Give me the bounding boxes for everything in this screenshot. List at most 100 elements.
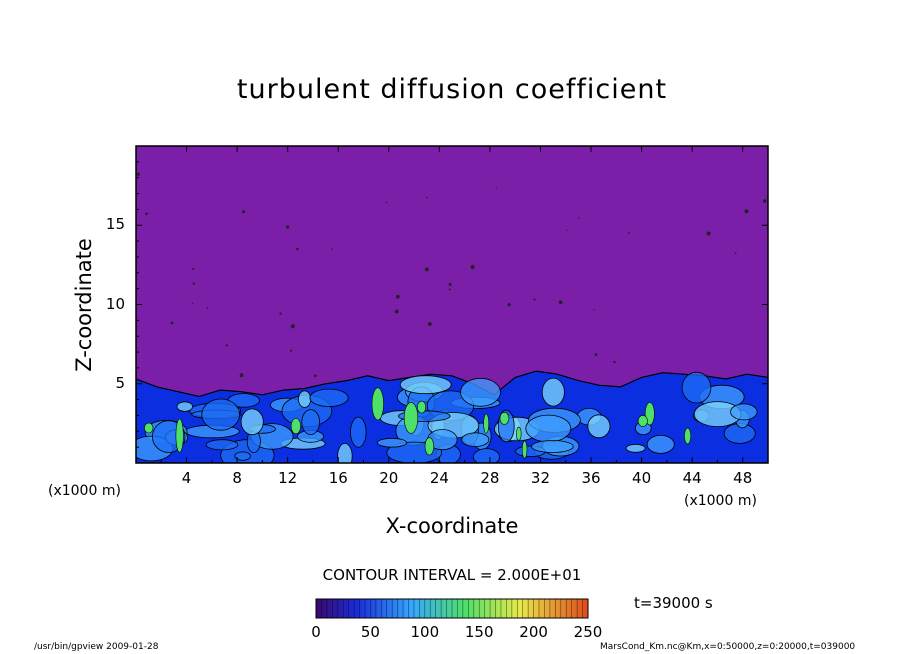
speckle bbox=[279, 312, 282, 315]
speckle bbox=[426, 196, 428, 199]
eddy-contour bbox=[681, 371, 712, 404]
eddy-contour bbox=[205, 439, 239, 451]
x-tick-label: 24 bbox=[429, 469, 449, 487]
high-value-contour bbox=[371, 387, 384, 421]
speckle bbox=[613, 360, 616, 364]
colorbar-tick-label: 0 bbox=[311, 623, 321, 641]
high-value-contour bbox=[521, 440, 528, 459]
x-tick-label: 36 bbox=[581, 469, 601, 487]
speckle bbox=[593, 309, 595, 311]
speckle bbox=[628, 232, 630, 234]
colorbar-tick-label: 200 bbox=[519, 623, 548, 641]
eddy-contour bbox=[525, 414, 572, 443]
speckle bbox=[296, 247, 299, 251]
eddy-contour bbox=[625, 443, 646, 453]
speckle bbox=[145, 212, 148, 216]
eddy-contour bbox=[309, 388, 349, 407]
x-tick-label: 4 bbox=[181, 469, 192, 487]
speckle bbox=[192, 267, 195, 270]
high-value-contour bbox=[403, 402, 419, 434]
eddy-contour bbox=[460, 377, 501, 407]
speckle bbox=[427, 322, 432, 326]
x-tick-marks bbox=[160, 146, 744, 463]
speckle bbox=[170, 321, 174, 325]
speckle bbox=[286, 225, 290, 229]
speckle bbox=[533, 298, 536, 301]
footer-data-source: MarsCond_Km.nc@Km,x=0:50000,z=0:20000,t=… bbox=[600, 642, 856, 652]
eddy-contour bbox=[531, 440, 574, 453]
speckle bbox=[242, 210, 245, 214]
speckle bbox=[558, 300, 563, 305]
eddy-contour bbox=[461, 432, 490, 447]
colorbar-stripes bbox=[315, 599, 589, 618]
speckle bbox=[394, 309, 399, 314]
speckle bbox=[578, 217, 580, 219]
speckle bbox=[734, 252, 737, 254]
speckle bbox=[192, 282, 195, 285]
time-label: t=39000 s bbox=[634, 594, 713, 612]
high-value-contour bbox=[144, 422, 154, 434]
colorbar-tick-label: 100 bbox=[410, 623, 440, 641]
x-tick-label: 20 bbox=[379, 469, 399, 487]
high-value-contour bbox=[483, 413, 490, 434]
y-tick-marks bbox=[136, 161, 768, 448]
turbulent-layer bbox=[136, 370, 768, 463]
speckle bbox=[424, 267, 429, 272]
speckle bbox=[191, 302, 194, 304]
speckle bbox=[395, 294, 400, 299]
high-value-contour bbox=[684, 427, 692, 445]
y-tick-label: 10 bbox=[105, 294, 125, 313]
speckle bbox=[762, 199, 767, 203]
eddy-contour bbox=[587, 414, 611, 439]
eddy-contour bbox=[176, 401, 194, 412]
x-tick-label: 32 bbox=[530, 469, 551, 487]
y-tick-label: 5 bbox=[115, 373, 125, 392]
speckle bbox=[706, 231, 711, 236]
speckle bbox=[385, 201, 388, 204]
speckle bbox=[507, 303, 511, 307]
y-axis-label: Z-coordinate bbox=[72, 238, 96, 372]
speckle bbox=[136, 172, 140, 176]
eddy-contour bbox=[730, 403, 758, 421]
eddy-contour bbox=[201, 398, 241, 431]
x-tick-label: 44 bbox=[682, 469, 702, 487]
eddy-contour bbox=[234, 451, 251, 461]
x-unit-right: (x1000 m) bbox=[684, 493, 757, 509]
high-value-contour bbox=[424, 437, 435, 456]
speckle bbox=[566, 229, 568, 231]
y-tick-label: 15 bbox=[105, 215, 125, 234]
footer-program-date: /usr/bin/gpview 2009-01-28 bbox=[34, 642, 159, 652]
speckle bbox=[290, 324, 295, 329]
eddy-contour bbox=[541, 377, 565, 407]
eddy-contour bbox=[399, 375, 452, 395]
x-tick-label: 12 bbox=[278, 469, 298, 487]
colorbar-tick-label: 50 bbox=[360, 623, 380, 641]
speckle bbox=[206, 307, 208, 310]
eddy-contour bbox=[337, 443, 353, 463]
contour-speckles bbox=[136, 172, 767, 378]
chart-title: turbulent diffusion coefficient bbox=[236, 74, 668, 105]
eddy-contour bbox=[646, 434, 675, 454]
x-unit-left: (x1000 m) bbox=[48, 483, 121, 499]
speckle bbox=[594, 353, 598, 356]
speckle bbox=[448, 288, 451, 291]
eddy-contour bbox=[301, 409, 321, 436]
speckle bbox=[495, 187, 497, 189]
eddy-contour bbox=[376, 437, 407, 448]
eddy-contour bbox=[240, 408, 264, 436]
x-tick-label: 28 bbox=[480, 469, 500, 487]
eddy-contour bbox=[473, 448, 500, 463]
x-tick-label: 48 bbox=[733, 469, 753, 487]
x-tick-label: 40 bbox=[632, 469, 652, 487]
speckle bbox=[290, 349, 293, 352]
speckle bbox=[470, 264, 475, 270]
speckle bbox=[744, 209, 749, 214]
x-tick-label: 16 bbox=[328, 469, 348, 487]
eddy-contour bbox=[297, 390, 312, 408]
speckle bbox=[314, 374, 317, 378]
contour-interval-label: CONTOUR INTERVAL = 2.000E+01 bbox=[322, 566, 582, 584]
speckle bbox=[225, 344, 228, 347]
colorbar-tick-label: 150 bbox=[464, 623, 494, 641]
x-axis-label: X-coordinate bbox=[385, 514, 519, 538]
